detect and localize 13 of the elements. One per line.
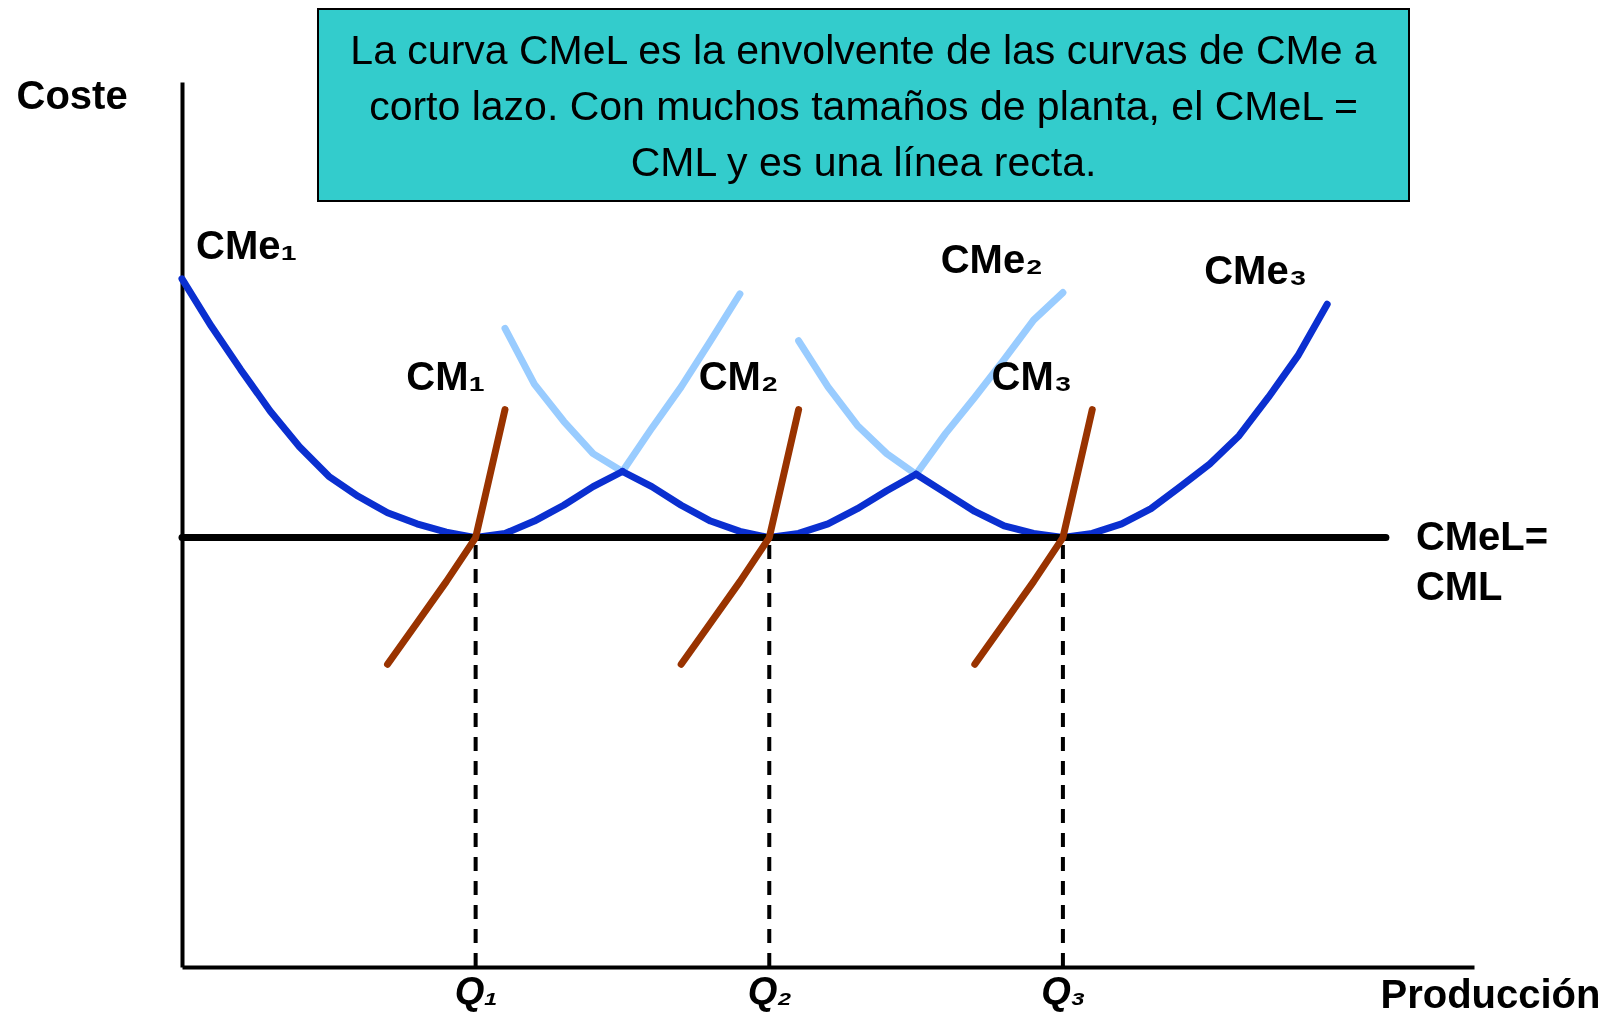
series-label: CM₃ <box>991 353 1073 398</box>
series-label: CMe₃ <box>1204 248 1308 293</box>
x-tick-label: Q₂ <box>747 969 792 1012</box>
y-axis-title: Coste <box>16 72 128 117</box>
x-axis-title: Producción <box>1380 971 1601 1016</box>
series-label: CM₁ <box>406 353 485 398</box>
series-label: CM₂ <box>698 353 779 398</box>
series-label: CMe₁ <box>196 222 297 267</box>
x-tick-label: Q₃ <box>1041 969 1086 1012</box>
series-label: CMe₂ <box>940 236 1043 281</box>
chart-title: La curva CMeL es la envolvente de las curvas de CMe a corto lazo. Con muchos tamaños de planta, el CMeL = CML y es una línea recta. <box>317 8 1410 202</box>
x-tick-label: Q₁ <box>454 969 498 1012</box>
series-label: CMeL= CML <box>1415 513 1549 608</box>
